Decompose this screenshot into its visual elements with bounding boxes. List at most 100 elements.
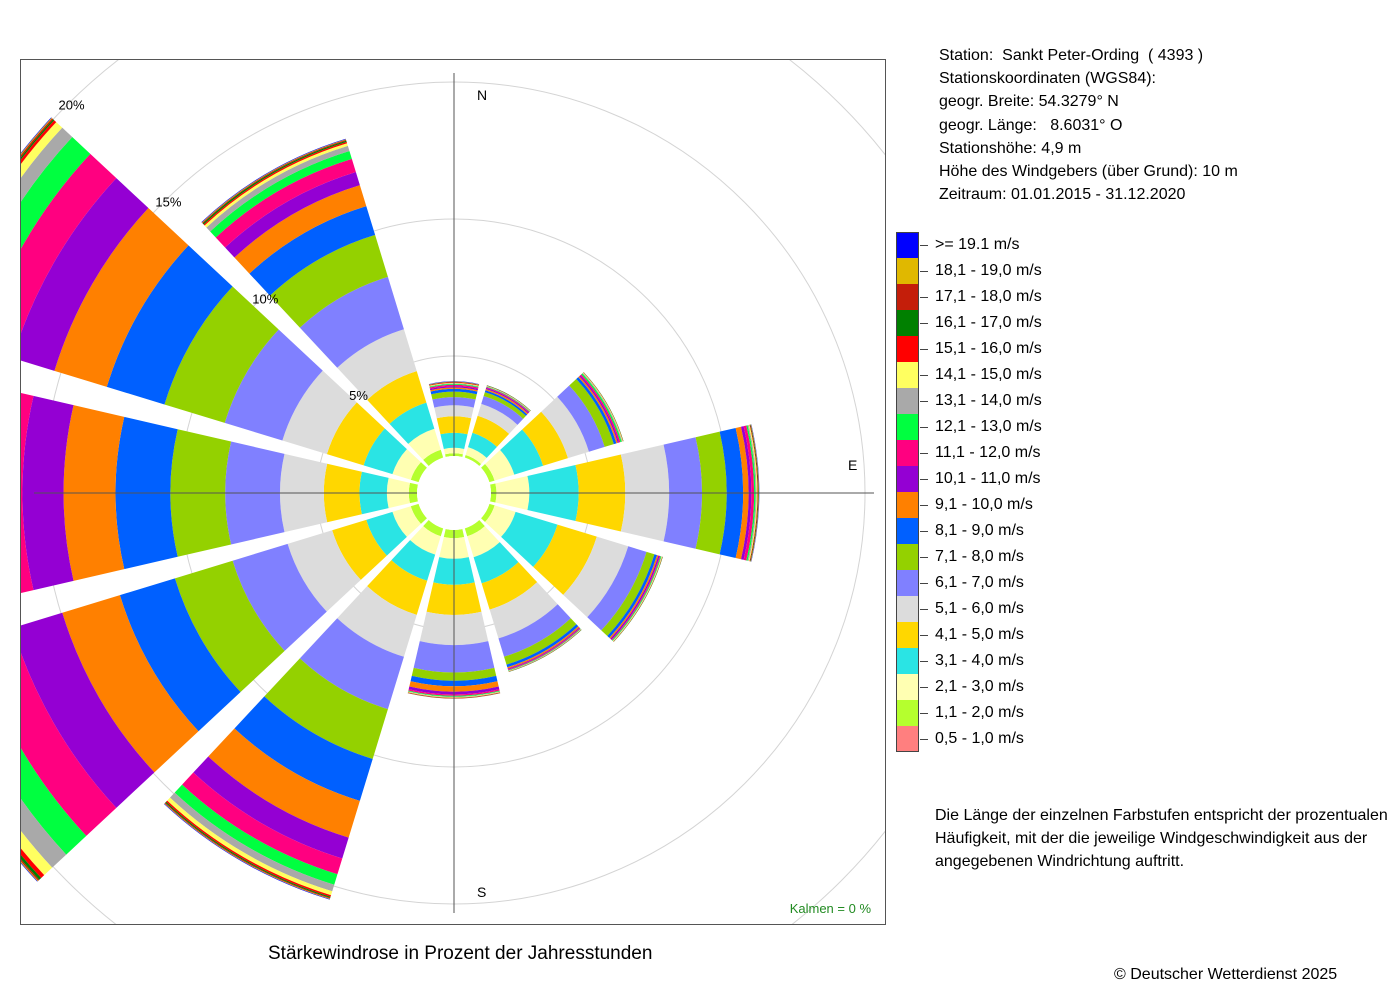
segment-90-class-12 <box>746 425 756 561</box>
legend-swatch <box>896 726 919 752</box>
legend-tick <box>920 635 928 636</box>
segment-240-class-10 <box>21 612 155 808</box>
segment-240-class-16 <box>21 854 42 880</box>
segment-0-class-18 <box>428 381 480 385</box>
legend-label: 11,1 - 12,0 m/s <box>935 444 1041 461</box>
legend-tick <box>920 453 928 454</box>
segment-330-class-6 <box>299 276 404 368</box>
segment-210-class-5 <box>337 586 417 657</box>
legend-tick <box>920 375 928 376</box>
segment-150-class-8 <box>506 624 579 668</box>
segment-300-class-14 <box>21 122 63 178</box>
direction-label-east: E <box>848 457 857 473</box>
segment-240-class-15 <box>21 848 45 878</box>
segment-90-class-16 <box>750 424 759 562</box>
segment-240-class-6 <box>232 543 327 651</box>
legend-label: >= 19.1 m/s <box>935 236 1020 253</box>
segment-180-class-15 <box>407 692 501 698</box>
segment-330-class-8 <box>249 206 376 296</box>
legend-tick <box>920 505 928 506</box>
segment-210-class-1 <box>423 520 444 537</box>
segment-60-class-1 <box>481 464 495 483</box>
station-coordinates-heading: Stationskoordinaten (WGS84): <box>939 70 1156 88</box>
segment-180-class-16 <box>407 692 501 699</box>
legend-swatch <box>896 700 919 726</box>
legend-swatch <box>896 232 919 258</box>
segment-330-class-7 <box>269 234 388 328</box>
segment-210-class-3 <box>391 540 436 581</box>
segment-300-class-1 <box>410 462 427 483</box>
segment-30-class-9 <box>485 388 529 415</box>
calm-circle <box>417 456 491 530</box>
segment-300-class-16 <box>21 119 55 160</box>
segment-0-class-10 <box>429 386 479 391</box>
segment-120-class-2 <box>485 505 516 537</box>
segment-330-class-11 <box>215 158 356 248</box>
legend-label: 14,1 - 15,0 m/s <box>935 366 1042 383</box>
legend-tick <box>920 323 928 324</box>
segment-300-class-7 <box>164 286 279 423</box>
legend-tick <box>920 661 928 662</box>
legend-tick <box>920 531 928 532</box>
segment-240-class-9 <box>62 595 199 773</box>
segment-0-class-12 <box>429 383 479 388</box>
legend-tick <box>920 349 928 350</box>
note-line-3: angegebenen Windrichtung auftritt. <box>935 853 1185 870</box>
segment-30-class-4 <box>472 415 510 447</box>
segment-240-class-13 <box>21 798 67 868</box>
segment-30-class-7 <box>483 392 526 419</box>
segment-150-class-5 <box>489 582 558 639</box>
segment-0-class-15 <box>429 382 479 386</box>
note-line-2: Häufigkeit, mit der die jeweilige Windge… <box>935 830 1368 847</box>
legend-swatch <box>896 492 919 518</box>
segment-150-class-2 <box>467 526 500 558</box>
sector-300 <box>21 117 427 483</box>
segment-180-class-10 <box>408 686 500 695</box>
legend-label: 17,1 - 18,0 m/s <box>935 288 1042 305</box>
segment-0-class-9 <box>430 387 478 392</box>
direction-label-north: N <box>477 87 487 103</box>
segment-60-class-4 <box>522 411 568 466</box>
segment-0-class-19 <box>428 381 480 385</box>
legend-swatch <box>896 674 919 700</box>
legend-label: 13,1 - 14,0 m/s <box>935 392 1042 409</box>
sector-150 <box>464 520 582 672</box>
ring-label-10: 10% <box>252 291 278 306</box>
segment-300-class-13 <box>21 127 73 202</box>
legend-swatch <box>896 362 919 388</box>
legend-label: 10,1 - 11,0 m/s <box>935 470 1041 487</box>
legend-label: 1,1 - 2,0 m/s <box>935 704 1024 721</box>
segment-90-class-10 <box>741 426 752 560</box>
station-longitude: geogr. Länge: 8.6031° O <box>939 116 1123 134</box>
segment-300-class-8 <box>106 245 233 405</box>
explanation-note: Die Länge der einzelnen Farbstufen entsp… <box>935 804 1395 873</box>
segment-330-class-5 <box>337 329 417 400</box>
segment-0-class-16 <box>429 382 479 386</box>
sector-30 <box>464 385 531 466</box>
legend-swatch <box>896 466 919 492</box>
segment-30-class-5 <box>477 403 518 434</box>
station-elevation: Stationshöhe: 4,9 m <box>939 139 1082 157</box>
segment-120-class-8 <box>607 554 658 638</box>
segment-210-class-9 <box>208 728 360 838</box>
segment-150-class-3 <box>473 542 519 584</box>
segment-150-class-7 <box>504 618 577 665</box>
segment-30-class-3 <box>468 432 497 458</box>
legend-label: 0,5 - 1,0 m/s <box>935 730 1024 747</box>
station-latitude: geogr. Breite: 54.3279° N <box>939 93 1119 111</box>
segment-300-class-10 <box>21 178 149 371</box>
segment-60-class-8 <box>576 377 617 445</box>
segment-60-class-6 <box>557 385 605 452</box>
sector-330 <box>201 138 444 466</box>
segment-180-class-13 <box>408 691 500 698</box>
segment-210-class-11 <box>182 772 343 875</box>
segment-60-class-3 <box>500 429 544 475</box>
legend-label: 3,1 - 4,0 m/s <box>935 652 1024 669</box>
segment-300-class-6 <box>224 329 323 441</box>
segment-210-class-13 <box>169 792 335 892</box>
segment-30-class-6 <box>481 396 524 425</box>
segment-180-class-14 <box>407 691 501 698</box>
legend-tick <box>920 427 928 428</box>
segment-240-class-4 <box>332 519 387 580</box>
segment-300-class-3 <box>363 428 407 475</box>
